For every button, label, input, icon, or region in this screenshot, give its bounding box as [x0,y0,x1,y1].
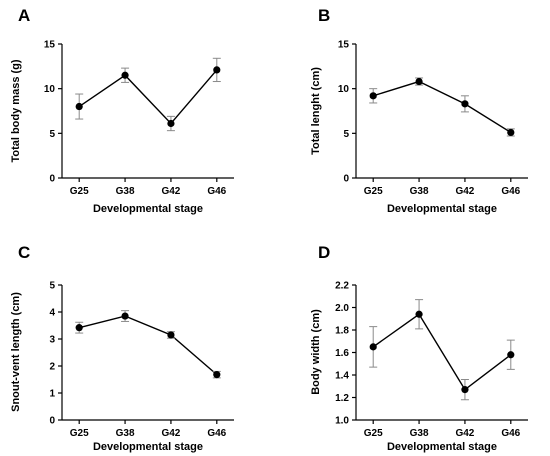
data-point-d [415,310,423,318]
x-tick-label-a: G42 [161,186,180,197]
panel-letter-a: A [18,6,30,25]
x-axis-title-c: Developmental stage [93,441,203,453]
series-line-d [372,313,512,391]
y-tick-label-c: 3 [49,335,55,346]
x-tick-label-b: G46 [501,186,520,197]
y-tick-label-c: 5 [49,281,55,292]
y-tick-label-c: 0 [49,416,55,427]
x-axis-title-a: Developmental stage [93,203,203,215]
y-tick-label-d: 1.8 [335,326,349,337]
data-point-b [507,128,515,137]
series-line-a [78,69,218,125]
data-point-a [75,102,83,111]
x-tick-label-d: G46 [501,428,520,439]
x-tick-label-c: G38 [116,428,135,439]
panel-letter-c: C [18,243,30,262]
x-axis-title-b: Developmental stage [387,203,497,215]
x-tick-label-c: G46 [207,428,226,439]
x-tick-label-d: G25 [364,428,383,439]
x-tick-label-b: G38 [410,186,429,197]
y-tick-label-d: 2.2 [335,281,349,292]
data-point-d [461,386,469,394]
y-tick-label-d: 1.6 [335,348,349,359]
x-tick-label-c: G42 [161,428,180,439]
panel-letter-b: B [318,6,330,25]
y-tick-label-c: 4 [49,308,55,319]
data-point-c [213,371,221,379]
x-tick-label-d: G38 [410,428,429,439]
data-point-c [167,331,175,339]
y-tick-label-a: 10 [44,84,56,95]
y-tick-label-c: 2 [49,362,55,373]
y-tick-label-a: 5 [49,129,55,140]
data-point-d [507,351,515,359]
panel-b: B Total lenght (cm) Developmental stage … [310,6,528,215]
y-tick-label-d: 1.2 [335,393,349,404]
x-tick-label-a: G38 [116,186,135,197]
y-tick-label-b: 0 [343,174,349,185]
y-axis-title-b: Total lenght (cm) [310,67,322,155]
panel-d: D Body width (cm) Developmental stage 1.… [310,243,528,453]
data-point-c [121,312,129,320]
data-point-a [121,71,129,79]
x-axis-title-d: Developmental stage [387,441,497,453]
x-tick-label-b: G25 [364,186,383,197]
series-line-c [79,315,218,376]
y-tick-label-d: 1.4 [335,371,349,382]
x-tick-label-a: G25 [70,186,89,197]
data-point-b [415,77,423,86]
x-tick-label-a: G46 [207,186,226,197]
y-tick-label-d: 2.0 [335,303,349,314]
y-axis-title-a: Total body mass (g) [10,59,22,162]
x-tick-label-c: G25 [70,428,89,439]
data-point-a [167,119,175,128]
data-point-b [461,100,469,108]
y-tick-label-a: 15 [44,40,56,51]
data-point-a [213,66,221,74]
y-tick-label-b: 10 [338,84,350,95]
y-tick-label-d: 1.0 [335,416,349,427]
y-tick-label-c: 1 [49,389,55,400]
y-axis-title-c: Snout-vent length (cm) [10,292,22,412]
y-tick-label-b: 15 [338,40,350,51]
panel-a: A Total body mass (g) Developmental stag… [10,6,234,215]
y-axis-title-d: Body width (cm) [310,309,322,395]
y-tick-label-a: 0 [49,174,55,185]
panel-letter-d: D [318,243,330,262]
y-tick-label-b: 5 [343,129,349,140]
x-tick-label-d: G42 [455,428,474,439]
data-point-c [75,324,83,332]
series-line-b [372,80,512,134]
panel-c: C Snout-vent length (cm) Developmental s… [10,243,234,453]
data-point-b [369,92,377,100]
data-point-d [369,343,377,351]
x-tick-label-b: G42 [455,186,474,197]
